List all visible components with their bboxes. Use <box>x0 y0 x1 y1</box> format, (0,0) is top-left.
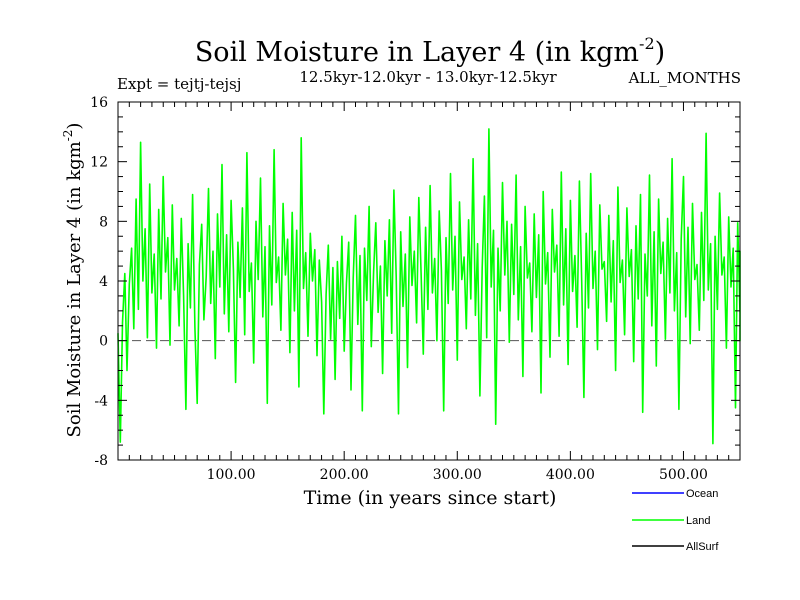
y-tick-label: 16 <box>90 95 108 111</box>
x-tick-label: 100.00 <box>207 467 256 483</box>
expt-label: Expt = tejtj-tejsj <box>117 75 241 93</box>
y-tick-label: 12 <box>90 155 108 171</box>
y-tick-label: 8 <box>99 214 108 230</box>
y-axis-label-main: Soil Moisture in Layer 4 (in kgm <box>64 141 85 437</box>
x-tick-label: 500.00 <box>659 467 708 483</box>
chart-title-close: ) <box>655 37 666 68</box>
months-label: ALL_MONTHS <box>628 69 741 87</box>
y-tick-label: 0 <box>99 334 108 350</box>
subtitle: 12.5kyr-12.0kyr - 13.0kyr-12.5kyr <box>299 68 557 86</box>
y-tick-label: -8 <box>94 453 108 469</box>
x-tick-label: 200.00 <box>320 467 369 483</box>
legend-label-land: Land <box>686 515 710 527</box>
x-tick-label: 300.00 <box>433 467 482 483</box>
chart-title-sup: -2 <box>639 34 655 53</box>
y-tick-label: 4 <box>99 274 108 290</box>
y-tick-label: -4 <box>94 393 108 409</box>
x-axis-label: Time (in years since start) <box>304 487 557 509</box>
chart-title-main: Soil Moisture in Layer 4 (in kgm <box>195 37 639 68</box>
legend-label-ocean: Ocean <box>686 488 718 500</box>
chart-title: Soil Moisture in Layer 4 (in kgm-2) <box>195 34 665 68</box>
series-line-land <box>117 128 741 445</box>
x-tick-label: 400.00 <box>546 467 595 483</box>
y-axis-label-sup: -2 <box>61 130 75 142</box>
y-axis-label: Soil Moisture in Layer 4 (in kgm-2) <box>61 123 85 438</box>
legend-label-allsurf: AllSurf <box>686 541 719 553</box>
y-axis-label-close: ) <box>64 123 85 130</box>
